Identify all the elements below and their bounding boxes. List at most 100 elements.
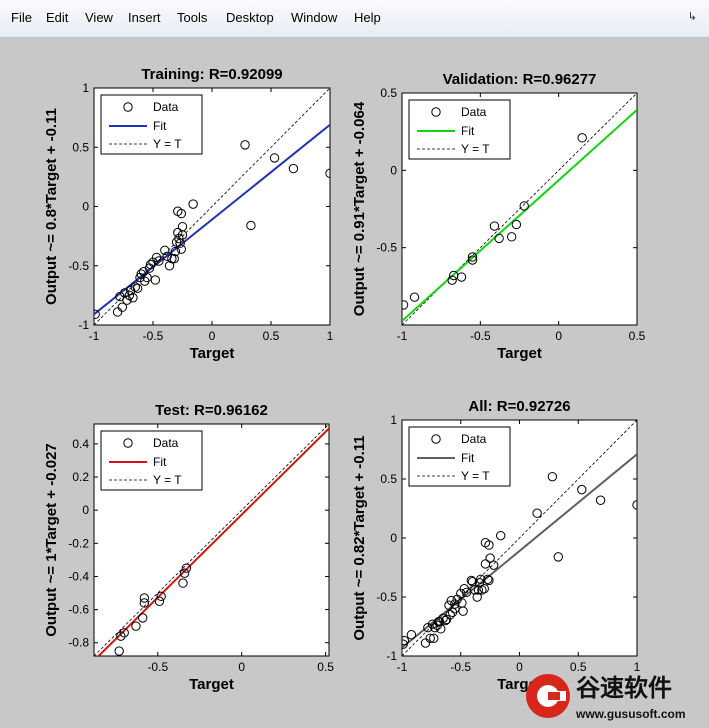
validation-data-point bbox=[519, 201, 529, 211]
all-legend-box bbox=[408, 426, 511, 487]
test-title: Test: R=0.96162 bbox=[155, 402, 268, 419]
training-data-point bbox=[119, 288, 130, 298]
menu-help[interactable]: Help bbox=[354, 10, 381, 25]
training-data-point bbox=[246, 220, 256, 231]
menu-file[interactable]: File bbox=[11, 10, 32, 25]
test-plot: -0.5 0 0.5 -0.8 -0.6 -0.4 -0.2 0 0.2 0.4 Test: R=0… bbox=[43, 402, 334, 693]
validation-legend-identity-label: Y = T bbox=[461, 142, 490, 156]
training-x-tick-label: -1 bbox=[89, 329, 100, 343]
all-data-point bbox=[445, 610, 455, 620]
training-x-tick-label: 0.5 bbox=[263, 329, 280, 343]
training-identity-line bbox=[94, 88, 330, 325]
training-title: Training: R=0.92099 bbox=[141, 66, 282, 83]
training-y-tick-label: 1 bbox=[82, 81, 89, 95]
training-legend-fit-label: Fit bbox=[153, 119, 167, 133]
menu-insert[interactable]: Insert bbox=[128, 10, 161, 25]
training-y-tick-label: -1 bbox=[78, 318, 89, 332]
menu-tools[interactable]: Tools bbox=[177, 10, 208, 25]
training-data-point bbox=[112, 307, 123, 317]
training-data-point bbox=[122, 295, 132, 305]
all-data-point bbox=[488, 560, 499, 570]
test-y-tick-label: -0.6 bbox=[68, 603, 89, 617]
training-x-tick-label: 0 bbox=[209, 329, 216, 343]
training-x-label: Target bbox=[190, 345, 235, 362]
all-data-point bbox=[450, 599, 460, 609]
test-data-point bbox=[179, 568, 190, 578]
validation-legend-box bbox=[408, 99, 511, 160]
validation-x-tick-label: -1 bbox=[397, 329, 408, 343]
validation-y-tick-label: 0.5 bbox=[380, 86, 397, 100]
validation-y-tick-label: 0 bbox=[390, 163, 397, 177]
all-data-point bbox=[423, 622, 433, 633]
validation-y-tick-label: -0.5 bbox=[376, 241, 397, 255]
test-fit-line bbox=[97, 427, 329, 656]
training-data-point bbox=[170, 246, 181, 257]
training-fit-line bbox=[94, 123, 330, 316]
training-data-point bbox=[176, 244, 187, 254]
validation-data-point bbox=[456, 272, 467, 282]
all-data-point bbox=[420, 638, 431, 648]
training-data-point bbox=[269, 153, 280, 163]
menu-edit[interactable]: Edit bbox=[46, 10, 69, 25]
validation-data-point bbox=[467, 252, 478, 262]
training-data-point bbox=[188, 199, 198, 209]
training-plot-content bbox=[94, 88, 330, 325]
all-title: All: R=0.92726 bbox=[468, 398, 570, 415]
test-data-point bbox=[154, 596, 165, 607]
test-data-point bbox=[114, 646, 124, 656]
menu-view[interactable]: View bbox=[85, 10, 113, 25]
training-legend-data-marker bbox=[123, 102, 133, 112]
test-y-tick-label: -0.4 bbox=[68, 569, 89, 583]
all-data-point bbox=[577, 484, 587, 495]
test-legend-box bbox=[100, 430, 203, 491]
test-legend: Data Fit Y = T bbox=[100, 430, 203, 491]
all-y-tick-label: 1 bbox=[390, 413, 397, 427]
all-data-point bbox=[446, 595, 457, 606]
watermark-logo: 谷速软件 www.gususoft.com bbox=[526, 674, 686, 721]
validation-x-tick-label: 0.5 bbox=[629, 329, 646, 343]
all-data-point bbox=[547, 471, 558, 482]
training-data-point bbox=[177, 230, 188, 240]
training-data-point bbox=[240, 140, 250, 150]
training-data-point bbox=[125, 285, 136, 296]
all-x-tick-label: -1 bbox=[397, 660, 408, 674]
all-data-point bbox=[477, 585, 487, 595]
validation-x-tick-label: 0 bbox=[555, 329, 562, 343]
validation-data-point bbox=[447, 275, 457, 285]
test-x-label: Target bbox=[189, 676, 234, 693]
test-legend-fit-label: Fit bbox=[153, 455, 167, 469]
watermark: 谷速软件 www.gususoft.com bbox=[512, 668, 709, 723]
all-y-tick-label: -0.5 bbox=[376, 590, 397, 604]
all-x-tick-label: 0 bbox=[516, 660, 523, 674]
training-data-point bbox=[154, 256, 164, 266]
menu-window[interactable]: Window bbox=[291, 10, 338, 25]
training-data-point bbox=[145, 259, 156, 270]
all-x-tick-label: -0.5 bbox=[450, 660, 471, 674]
validation-data-point bbox=[402, 300, 409, 310]
training-y-tick-label: 0 bbox=[82, 200, 89, 214]
menu-desktop[interactable]: Desktop bbox=[226, 10, 274, 25]
training-x-tick-label: -0.5 bbox=[143, 329, 164, 343]
training-x-tick-label: 1 bbox=[327, 329, 334, 343]
validation-data-point bbox=[409, 292, 420, 302]
menu-bar: File Edit View Insert Tools Desktop Wind… bbox=[0, 0, 709, 38]
all-data-point bbox=[473, 585, 484, 595]
all-legend: Data Fit Y = T bbox=[408, 426, 511, 487]
validation-data-point bbox=[577, 133, 587, 143]
test-y-tick-label: -0.2 bbox=[68, 536, 89, 550]
all-data-point bbox=[484, 540, 494, 550]
test-data-point bbox=[137, 613, 148, 623]
test-y-tick-label: 0.2 bbox=[72, 470, 89, 484]
test-x-tick-label: -0.5 bbox=[147, 660, 168, 674]
dock-arrow-icon[interactable]: ↳ bbox=[687, 11, 697, 23]
training-data-point bbox=[162, 251, 172, 261]
training-data-point bbox=[117, 302, 128, 312]
all-data-point bbox=[425, 633, 435, 643]
training-data-point bbox=[288, 163, 299, 174]
validation-data-point bbox=[489, 221, 500, 231]
test-y-tick-label: 0 bbox=[82, 503, 89, 517]
all-legend-data-label: Data bbox=[461, 432, 487, 446]
test-plot-content bbox=[94, 424, 329, 656]
